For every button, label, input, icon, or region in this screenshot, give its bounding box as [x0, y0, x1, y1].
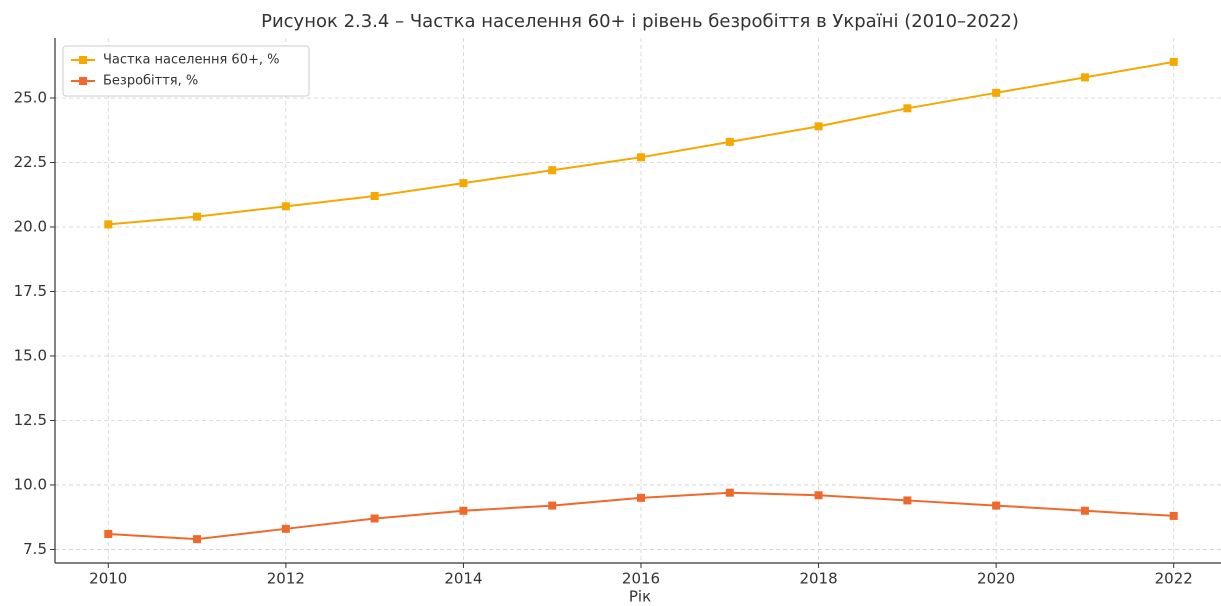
legend: Частка населення 60+, % Безробіття, % [62, 45, 310, 97]
marker [1080, 73, 1089, 82]
y-tick-label: 7.5 [23, 540, 47, 558]
marker [281, 202, 290, 211]
x-tick-label: 2022 [1155, 570, 1193, 588]
x-axis-label: Рік [629, 588, 651, 606]
marker [104, 220, 113, 229]
y-tick-label: 12.5 [14, 411, 47, 429]
y-tick-label: 25.0 [14, 88, 47, 106]
marker [1169, 511, 1178, 520]
marker [104, 529, 113, 538]
marker [548, 166, 557, 175]
y-tick-label: 15.0 [14, 346, 47, 364]
marker [992, 501, 1001, 510]
marker [903, 496, 912, 505]
marker [459, 179, 468, 188]
marker [814, 491, 823, 500]
x-tick-label: 2016 [622, 570, 660, 588]
legend-label: Безробіття, % [103, 74, 198, 89]
marker [725, 488, 734, 497]
marker [193, 535, 202, 544]
y-tick-label: 17.5 [14, 282, 47, 300]
marker [1080, 506, 1089, 515]
legend-box [62, 45, 310, 97]
chart-title: Рисунок 2.3.4 – Частка населення 60+ і р… [261, 11, 1019, 32]
x-tick-label: 2014 [444, 570, 482, 588]
legend-label: Частка населення 60+, % [103, 53, 279, 68]
y-tick-label: 10.0 [14, 475, 47, 493]
legend-marker [79, 56, 87, 64]
marker [370, 192, 379, 201]
y-tick-label: 20.0 [14, 217, 47, 235]
marker [992, 88, 1001, 97]
y-tick-label: 22.5 [14, 153, 47, 171]
marker [1169, 57, 1178, 66]
x-tick-label: 2020 [977, 570, 1015, 588]
marker [548, 501, 557, 510]
x-tick-label: 2018 [799, 570, 837, 588]
marker [370, 514, 379, 523]
legend-marker [79, 77, 87, 85]
marker [814, 122, 823, 131]
marker [193, 212, 202, 221]
x-tick-label: 2010 [89, 570, 127, 588]
marker [459, 506, 468, 515]
x-tick-label: 2012 [267, 570, 305, 588]
marker [637, 153, 645, 162]
marker [637, 493, 645, 502]
marker [903, 104, 912, 113]
marker [281, 524, 290, 533]
marker [725, 137, 734, 146]
